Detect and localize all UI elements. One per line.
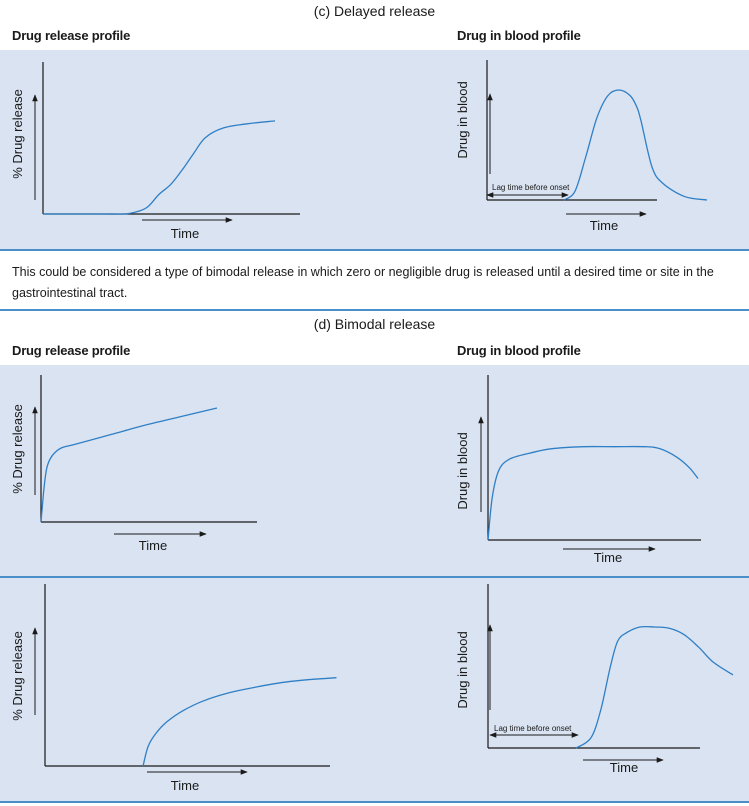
- y-axis-label: % Drug release: [10, 89, 25, 179]
- section-c-left-heading: Drug release profile: [12, 28, 131, 43]
- y-axis-label: Drug in blood: [455, 81, 470, 158]
- divider: [0, 249, 749, 251]
- section-d-panel-top: [0, 365, 749, 577]
- section-c-right-heading: Drug in blood profile: [457, 28, 581, 43]
- x-axis-label: Time: [171, 778, 199, 793]
- chart-bimodal-blood-profile-2: Time Drug in blood Lag time before onset: [455, 584, 734, 775]
- lag-time-label: Lag time before onset: [492, 183, 570, 192]
- x-axis-label: Time: [139, 538, 167, 553]
- divider: [0, 576, 749, 578]
- series-line: [487, 445, 699, 541]
- section-d-panel-bottom: [0, 578, 749, 802]
- x-axis-label: Time: [594, 550, 622, 565]
- section-c-panel: [0, 50, 749, 250]
- series-line: [43, 120, 276, 215]
- chart-bimodal-blood-profile-1: Time Drug in blood: [455, 375, 701, 565]
- y-axis-label: % Drug release: [10, 631, 25, 721]
- chart-delayed-blood-profile: Time Drug in blood Lag time before onset: [455, 60, 708, 233]
- y-axis-label: Drug in blood: [455, 631, 470, 708]
- chart-delayed-release-profile: Time % Drug release: [10, 62, 300, 241]
- divider: [0, 309, 749, 311]
- series-line: [575, 625, 734, 749]
- y-axis-label: % Drug release: [10, 404, 25, 494]
- explanatory-note: This could be considered a type of bimod…: [12, 265, 714, 300]
- section-d-right-heading: Drug in blood profile: [457, 343, 581, 358]
- lag-time-label: Lag time before onset: [494, 724, 572, 733]
- chart-bimodal-release-profile-2: Time % Drug release: [10, 584, 337, 793]
- x-axis-label: Time: [610, 760, 638, 775]
- y-axis-label: Drug in blood: [455, 432, 470, 509]
- section-d-caption: (d) Bimodal release: [313, 316, 436, 332]
- divider: [0, 801, 749, 803]
- x-axis-label: Time: [171, 226, 199, 241]
- series-line: [40, 407, 218, 523]
- section-c-caption: (c) Delayed release: [313, 3, 436, 19]
- chart-bimodal-release-profile-1: Time % Drug release: [10, 375, 257, 553]
- series-line: [563, 89, 708, 201]
- section-d-left-heading: Drug release profile: [12, 343, 131, 358]
- x-axis-label: Time: [590, 218, 618, 233]
- series-line: [142, 677, 337, 767]
